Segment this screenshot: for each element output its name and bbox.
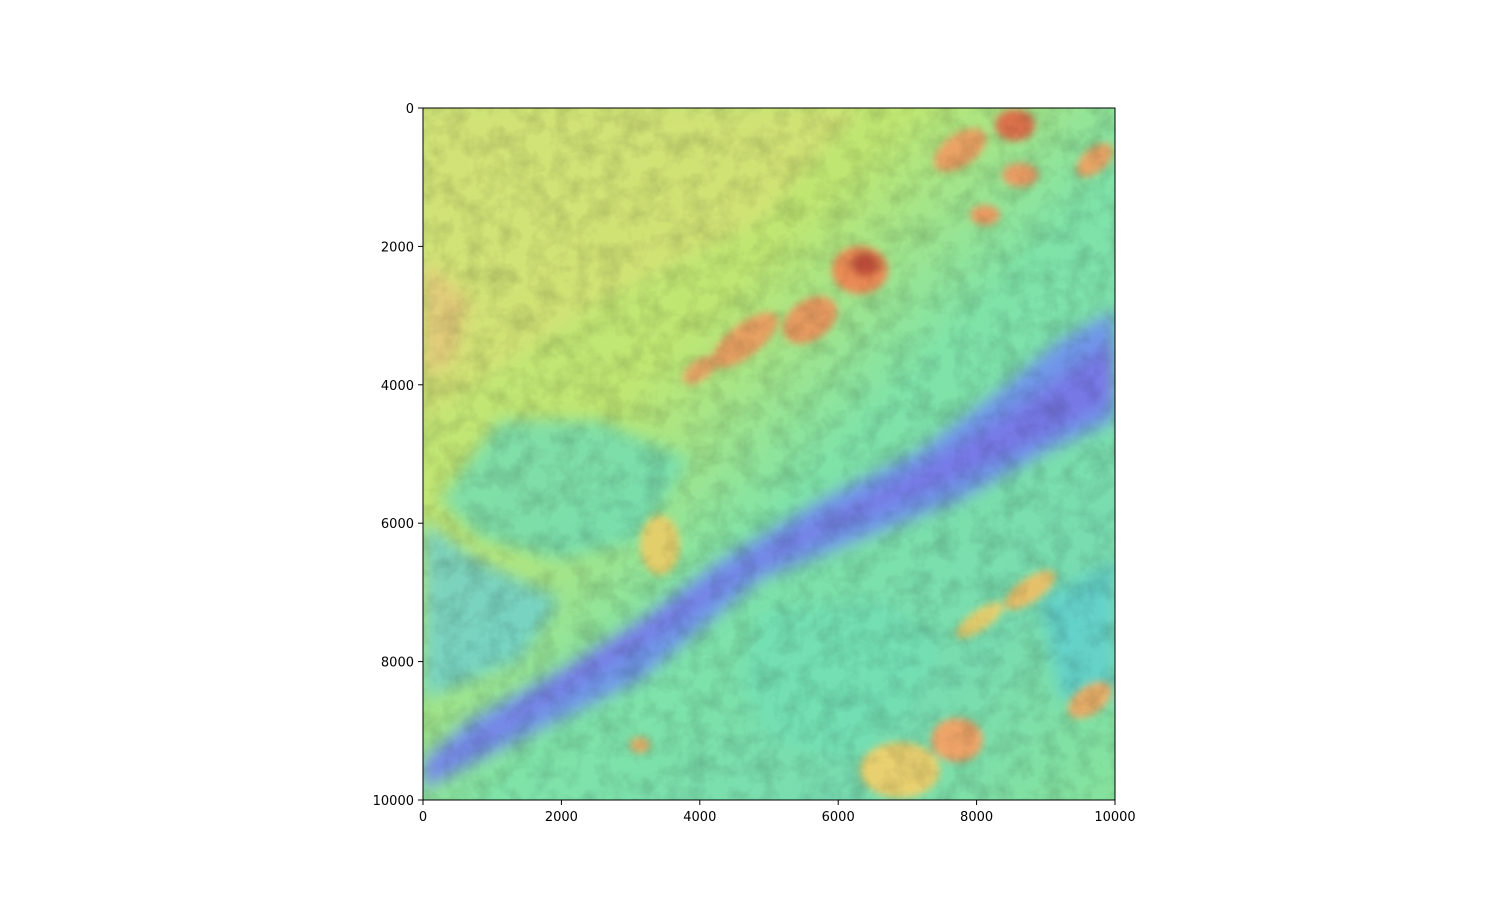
elevation-raster: [423, 108, 1115, 800]
y-tick-label: 8000: [381, 656, 414, 671]
x-tick-label: 8000: [960, 810, 993, 825]
y-tick-label: 4000: [381, 379, 414, 394]
y-axis: 0 2000 4000 6000 8000 10000: [373, 102, 423, 809]
x-tick-label: 2000: [545, 810, 578, 825]
x-tick-label: 10000: [1094, 810, 1135, 825]
y-tick-label: 6000: [381, 517, 414, 532]
x-axis: 0 2000 4000 6000 8000 10000: [419, 800, 1136, 825]
plot-frame: [422, 107, 1116, 801]
y-tick-label: 0: [406, 102, 414, 117]
x-tick-label: 4000: [683, 810, 716, 825]
y-tick-label: 10000: [373, 794, 414, 809]
x-tick-label: 0: [419, 810, 427, 825]
x-tick-label: 6000: [822, 810, 855, 825]
y-tick-label: 2000: [381, 240, 414, 255]
